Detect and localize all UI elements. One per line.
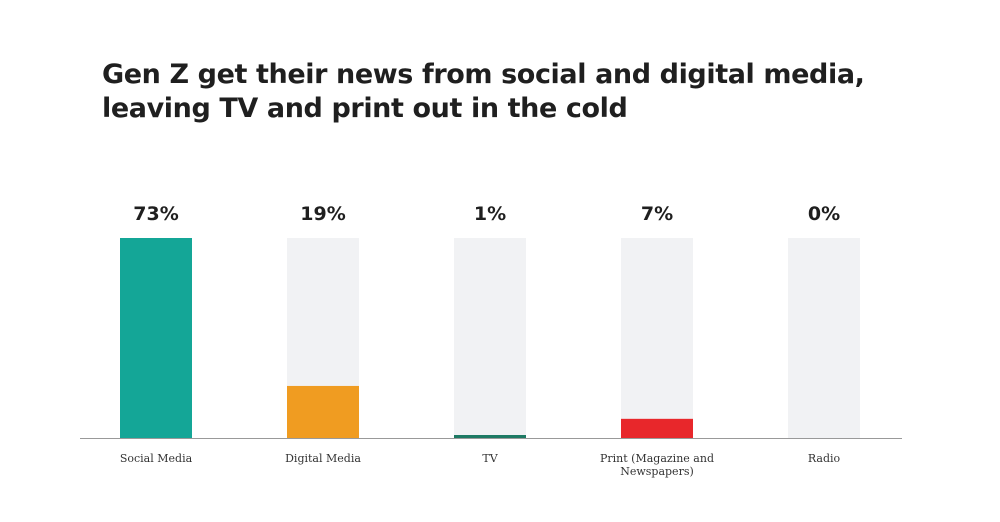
bar-1 bbox=[287, 385, 359, 438]
category-label-3-0: Print (Magazine and bbox=[600, 452, 714, 465]
chart-title: Gen Z get their news from social and dig… bbox=[102, 58, 962, 126]
category-label-1-0: Digital Media bbox=[285, 452, 361, 465]
bar-3 bbox=[621, 418, 693, 438]
value-label-0: 73% bbox=[133, 203, 178, 225]
category-label-4-0: Radio bbox=[808, 452, 841, 465]
value-label-2: 1% bbox=[474, 203, 506, 225]
category-label-2-0: TV bbox=[482, 452, 498, 465]
category-label-3-1: Newspapers) bbox=[620, 465, 694, 478]
bar-0 bbox=[120, 238, 192, 438]
bar-track-2 bbox=[454, 238, 526, 438]
value-label-3: 7% bbox=[641, 203, 673, 225]
bar-2 bbox=[454, 435, 526, 438]
bar-track-4 bbox=[788, 238, 860, 438]
value-label-4: 0% bbox=[808, 203, 840, 225]
value-label-1: 19% bbox=[300, 203, 345, 225]
chart-title-line-2: leaving TV and print out in the cold bbox=[102, 93, 628, 124]
chart-title-line-1: Gen Z get their news from social and dig… bbox=[102, 59, 865, 90]
bar-track-3 bbox=[621, 238, 693, 438]
category-label-0-0: Social Media bbox=[120, 452, 193, 465]
